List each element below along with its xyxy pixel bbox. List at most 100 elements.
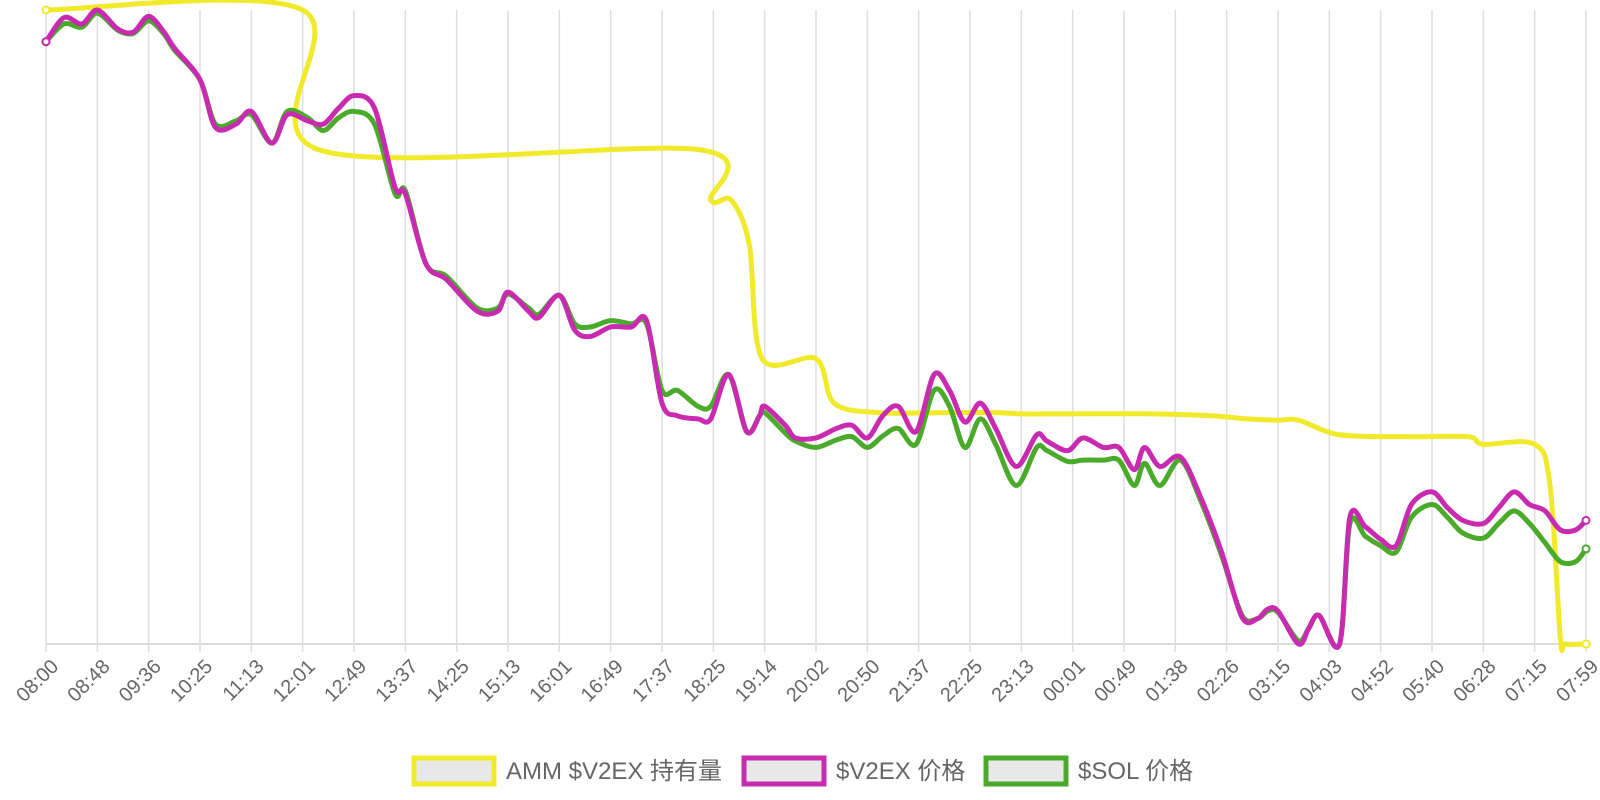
data-point [1527, 521, 1532, 526]
x-tick-label: 20:50 [834, 656, 885, 707]
series-lines [41, 0, 1591, 654]
data-point [1363, 534, 1368, 539]
data-point [1532, 442, 1537, 447]
data-point [947, 388, 952, 393]
data-point [475, 309, 480, 314]
data-point [813, 435, 819, 441]
data-point [269, 141, 274, 146]
data-point [1178, 454, 1183, 460]
data-point [695, 147, 700, 152]
data-point [213, 125, 218, 130]
data-point [1219, 550, 1224, 555]
data-point [1209, 413, 1214, 418]
data-point [729, 198, 734, 203]
data-point [993, 442, 998, 447]
x-tick-label: 00:49 [1090, 656, 1141, 707]
data-point [372, 106, 377, 111]
x-tick-label: 08:00 [12, 656, 63, 707]
data-point [1481, 521, 1486, 526]
data-point [695, 416, 700, 421]
data-point [932, 372, 937, 377]
data-point [644, 318, 649, 323]
data-point [1070, 411, 1075, 416]
data-point [172, 45, 177, 51]
data-point [285, 112, 290, 117]
x-tick-label: 22:25 [936, 656, 987, 707]
data-point [321, 122, 326, 127]
data-point [1142, 445, 1147, 450]
data-point [588, 324, 593, 330]
data-point [1296, 641, 1301, 647]
data-point [608, 324, 613, 330]
data-point [813, 445, 819, 450]
data-point [305, 118, 310, 123]
data-point [336, 106, 341, 111]
data-point [249, 109, 254, 114]
data-point [762, 404, 767, 409]
data-point [1101, 445, 1106, 450]
data-point [675, 388, 680, 393]
data-point [978, 401, 983, 406]
x-axis-ticks: 08:00 08:48 09:36 10:25 11:13 12:01 12:49 13:37… [12, 656, 1600, 707]
data-point [1296, 418, 1301, 423]
data-point [1394, 543, 1399, 548]
data-point [1394, 550, 1399, 555]
legend[interactable]: AMM $V2EX 持有量 $V2EX 价格 $SOL 价格 [411, 755, 1193, 787]
data-point [1116, 445, 1121, 450]
x-tick-label: 10:25 [166, 656, 217, 707]
data-point [1147, 411, 1152, 416]
data-point [880, 433, 885, 439]
data-point [1019, 411, 1024, 416]
data-point [865, 445, 870, 450]
data-point [1378, 543, 1383, 548]
data-point [659, 401, 665, 406]
data-point [1542, 540, 1547, 545]
data-point [1014, 483, 1019, 488]
data-point [1198, 496, 1204, 501]
data-point [41, 37, 51, 47]
legend-label: $SOL 价格 [1078, 758, 1193, 785]
data-point [1429, 489, 1435, 494]
data-point [1080, 435, 1085, 441]
legend-item-v2ex-price[interactable]: $V2EX 价格 [741, 755, 965, 787]
data-point [962, 420, 967, 425]
x-tick-label: 02:26 [1193, 656, 1244, 707]
legend-label: $V2EX 价格 [836, 758, 965, 785]
data-point [316, 147, 321, 152]
legend-swatch [983, 755, 1069, 787]
x-tick-label: 13:37 [372, 656, 423, 707]
series-amm-holding [41, 0, 1591, 654]
data-point [1065, 459, 1070, 464]
x-tick-label: 19:14 [731, 656, 782, 707]
legend-item-amm-holding[interactable]: AMM $V2EX 持有量 [411, 755, 722, 787]
data-point [1306, 626, 1311, 631]
data-point [1465, 434, 1470, 439]
data-point [849, 434, 854, 439]
x-tick-label: 08:48 [64, 656, 115, 707]
data-point [1132, 467, 1137, 472]
data-point [1548, 483, 1553, 488]
data-point [629, 324, 634, 330]
x-tick-label: 18:25 [680, 656, 731, 707]
x-tick-label: 15:13 [474, 656, 525, 707]
data-point [831, 401, 837, 406]
data-point [1034, 432, 1039, 437]
data-point [914, 442, 919, 447]
legend-item-sol-price[interactable]: $SOL 价格 [983, 755, 1193, 787]
data-point [947, 404, 952, 409]
data-point [1558, 527, 1563, 532]
data-point [783, 430, 788, 435]
data-point [896, 426, 901, 431]
x-tick-label: 04:52 [1347, 656, 1398, 707]
data-point [572, 328, 577, 333]
data-point [1337, 641, 1342, 647]
data-point [115, 26, 120, 32]
x-tick-label: 17:37 [628, 656, 679, 707]
series-line-v2ex-price [43, 7, 1589, 650]
data-point [1142, 461, 1147, 466]
data-point [747, 242, 752, 247]
data-point [708, 404, 713, 409]
x-tick-label: 01:38 [1142, 656, 1193, 707]
x-tick-label: 12:49 [320, 656, 371, 707]
